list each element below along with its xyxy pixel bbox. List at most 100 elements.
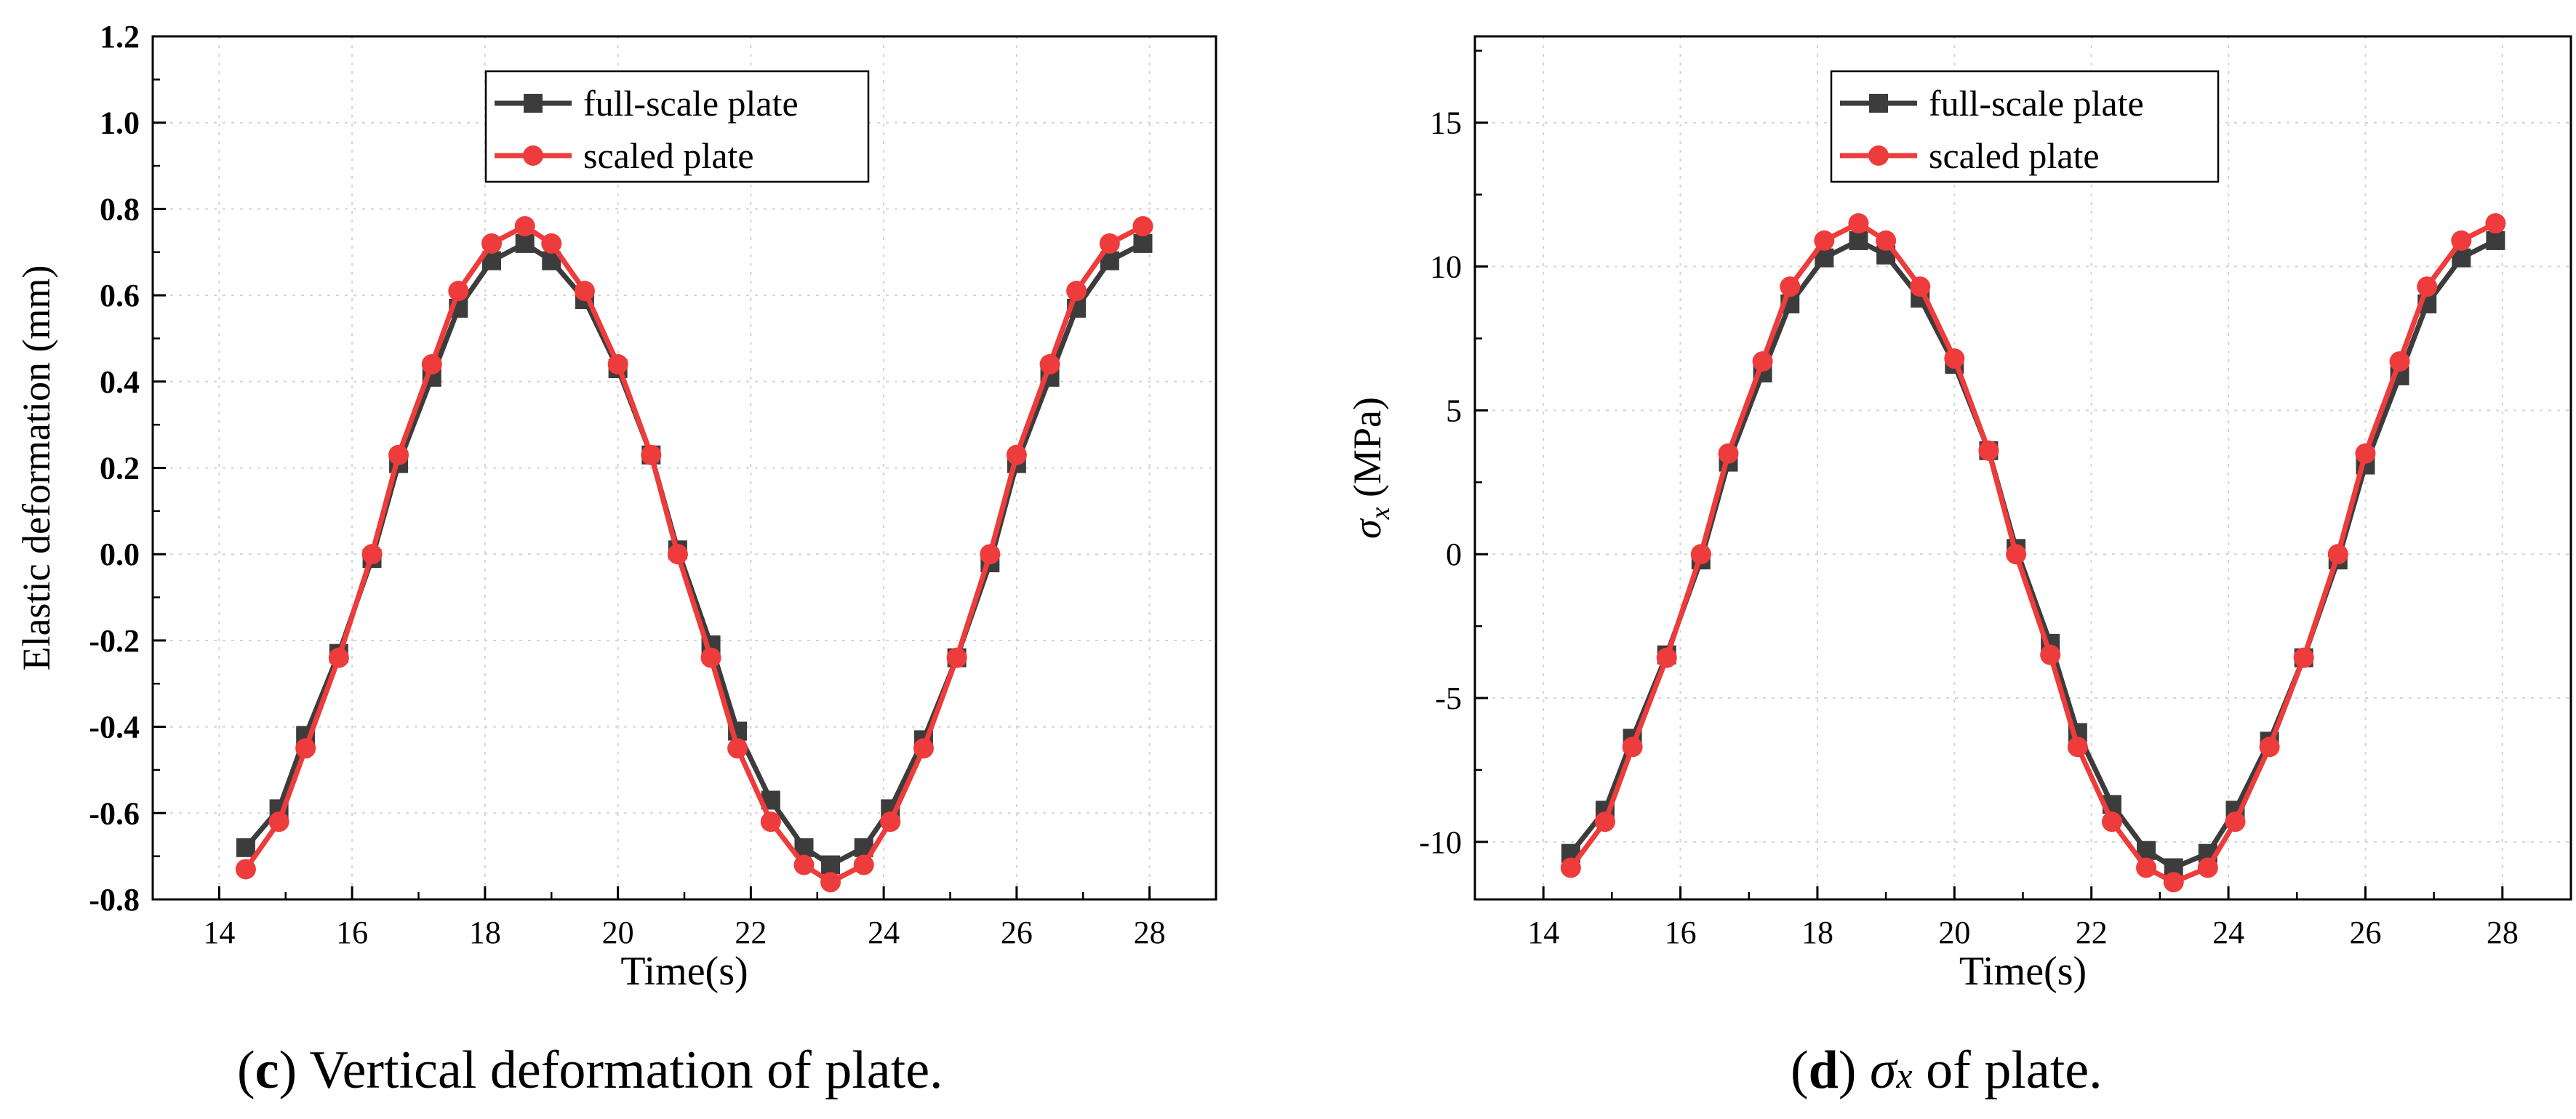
data-point [821,855,841,875]
data-point [574,281,595,302]
legend-marker [524,94,543,113]
y-tick-label: 1.0 [100,105,140,141]
data-point [268,811,289,833]
data-point [1752,351,1773,372]
data-point [2355,443,2376,464]
data-point [880,811,901,833]
data-point [2293,647,2314,668]
data-point [1066,281,1087,302]
data-point [946,647,967,668]
data-point [913,738,934,759]
x-tick-label: 20 [602,915,634,950]
data-point [2389,351,2410,372]
y-tick-label: 15 [1430,105,1462,141]
x-tick-label: 16 [1665,915,1697,950]
x-tick-label: 28 [2487,915,2519,950]
data-point [2040,644,2061,665]
data-point [1039,354,1060,375]
y-tick-label: -0.8 [89,882,140,918]
y-axis-label: Elastic deformation (mm) [15,265,58,671]
caption-c: (c) Vertical deformation of plate. [237,1040,943,1100]
y-tick-label: 0.4 [100,364,140,400]
data-point [2101,811,2122,833]
data-point [853,854,874,875]
y-axis-label-subscript: x [1365,507,1396,520]
data-point [1780,276,1801,297]
data-point [2225,811,2246,833]
data-point [793,854,815,875]
y-tick-label: 0.8 [100,191,140,227]
data-point [295,738,316,759]
data-point [448,281,469,302]
data-point [515,233,535,253]
data-point [667,544,688,565]
legend-box [1830,70,2220,183]
data-point [820,872,841,893]
x-tick-label: 20 [1938,915,1970,950]
x-tick-label: 26 [1001,915,1033,950]
y-axis-label: σx (MPa) [1345,397,1396,539]
data-point [1814,230,1835,251]
chart-panel-c: 14 16 18 20 22 24 26 28 -0.8 -0.6 -0.4 -0.2 0.0 0.2 0.… [15,19,1217,994]
data-point [2067,737,2088,758]
data-point [1560,857,1581,878]
series-scaled-plate [235,216,1153,893]
data-point [1718,443,1739,464]
y-axis-label-unit: (MPa) [1345,397,1389,507]
x-tick-label: 24 [868,915,900,950]
x-tick-label: 28 [1134,915,1166,950]
data-point [1944,348,1965,369]
data-point [1849,230,1868,250]
data-point [1656,647,1677,668]
data-point [1006,444,1027,465]
data-point [421,354,442,375]
data-point [2259,737,2280,758]
data-point [1594,811,1615,833]
data-point [1876,230,1897,251]
x-tick-label: 16 [336,915,368,950]
data-point [481,233,503,254]
data-point [760,811,781,833]
y-tick-label: -0.4 [89,710,140,745]
data-point [388,444,409,465]
data-point [2451,230,2472,251]
data-point [328,647,349,668]
y-axis-label-symbol: σ [1345,518,1389,539]
legend-label: full-scale plate [1929,83,2144,124]
x-axis-label: Time(s) [1959,949,2087,994]
x-tick-label: 22 [735,915,767,950]
data-point [1133,233,1153,253]
legend: full-scale plate scaled plate [1830,70,2220,183]
y-tick-label: -5 [1435,681,1462,716]
data-point [2327,544,2348,565]
data-point [2006,544,2027,565]
legend-marker [523,145,543,166]
series-line [1569,220,2497,885]
y-tick-label: 5 [1446,393,1462,428]
data-point [1910,276,1931,297]
y-tick-label: -0.6 [89,795,140,831]
legend-box [484,70,870,183]
data-point [2197,857,2218,878]
data-point [514,216,535,237]
data-point [641,444,662,465]
legend: full-scale plate scaled plate [484,70,870,183]
data-point [541,233,562,254]
data-point [236,838,255,857]
data-point [1132,216,1153,237]
y-tick-label: 0.6 [100,278,140,313]
data-point [980,544,1001,565]
y-tick-label: -0.2 [89,623,140,659]
x-tick-label: 14 [203,915,235,950]
chart-panel-d: 14 16 18 20 22 24 26 28 -10 -5 0 5 10 15 Time(s) σx (MP… [1345,35,2572,994]
legend-label: scaled plate [583,135,754,176]
data-point [2486,230,2505,250]
y-tick-label: -10 [1419,825,1462,860]
x-tick-label: 14 [1527,915,1559,950]
data-point [607,354,628,375]
legend-label: scaled plate [1929,135,2100,176]
y-tick-label: 10 [1430,249,1462,285]
data-point [1690,544,1711,565]
data-point [1622,737,1643,758]
